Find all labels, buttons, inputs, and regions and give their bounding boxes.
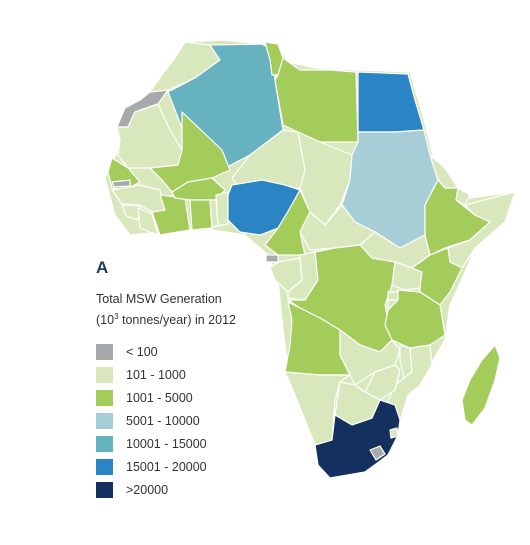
country-gambia (111, 179, 131, 188)
legend-title-line1: Total MSW Generation (96, 292, 222, 306)
country-kenya (411, 247, 463, 306)
panel-label: A (96, 258, 109, 277)
legend-item: 15001 - 20000 (96, 455, 207, 478)
legend-title-sup: 3 (114, 312, 119, 321)
legend-label: 101 - 1000 (126, 367, 186, 382)
legend-item: < 100 (96, 340, 207, 363)
legend-swatch (96, 435, 113, 452)
legend-swatch (96, 481, 113, 498)
country-swaziland (389, 427, 399, 439)
legend-label: < 100 (126, 344, 158, 359)
legend-item: 1001 - 5000 (96, 386, 207, 409)
legend-title-rest: tonnes/year) in 2012 (118, 313, 236, 328)
country-ghana (189, 199, 213, 231)
country-egypt (357, 71, 425, 133)
legend-swatch (96, 366, 113, 383)
legend: < 100 101 - 1000 1001 - 5000 5001 - 1000… (96, 340, 207, 501)
legend-item: 5001 - 10000 (96, 409, 207, 432)
legend-label: 1001 - 5000 (126, 390, 193, 405)
country-equatorial-guinea (265, 254, 279, 263)
country-liberia (137, 207, 159, 236)
legend-item: 10001 - 15000 (96, 432, 207, 455)
legend-label: 5001 - 10000 (126, 413, 200, 428)
legend-item: >20000 (96, 478, 207, 501)
legend-item: 101 - 1000 (96, 363, 207, 386)
country-benin (215, 191, 229, 227)
legend-swatch (96, 389, 113, 406)
legend-title-base: (10 (96, 313, 115, 328)
legend-swatch (96, 458, 113, 475)
legend-swatch (96, 343, 113, 360)
legend-swatch (96, 412, 113, 429)
country-madagascar (461, 344, 501, 426)
legend-title: Total MSW Generation (103 tonnes/year) i… (96, 291, 236, 329)
country-sierra-leone (121, 204, 141, 221)
legend-label: 10001 - 15000 (126, 436, 207, 451)
country-lesotho (369, 445, 386, 461)
country-namibia (284, 371, 351, 446)
legend-label: 15001 - 20000 (126, 459, 207, 474)
country-rwanda (387, 291, 399, 301)
legend-label: >20000 (126, 482, 169, 497)
country-chad (297, 131, 353, 226)
